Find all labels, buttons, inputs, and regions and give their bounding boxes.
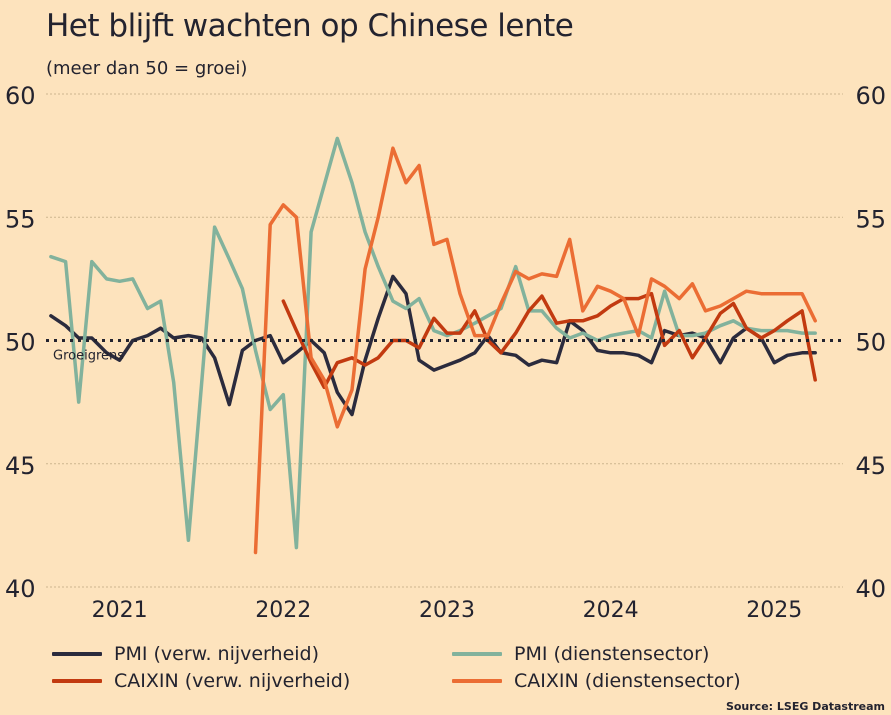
series-line-2 [281,291,817,390]
y-tick-label-left: 45 [5,452,36,480]
chart-title: Het blijft wachten op Chinese lente [46,8,574,44]
y-tick-label-left: 60 [5,82,36,110]
series-line-1 [49,136,817,550]
y-tick-label-right: 55 [855,205,886,233]
y-tick-label-right: 60 [855,82,886,110]
series-lines [49,136,817,555]
threshold-label: Groeigrens [53,349,124,364]
growth-threshold: Groeigrens [46,339,843,364]
x-tick-label: 2023 [419,598,475,623]
source-note: Source: LSEG Datastream [725,700,885,713]
y-tick-label-right: 40 [855,575,886,603]
x-tick-label: 2022 [255,598,311,623]
y-tick-label-left: 50 [5,329,36,357]
y-tick-label-right: 45 [855,452,886,480]
axis-tick-labels: 40 40 45 45 50 50 55 55 60 60 2021 2022 2023 2024 2025 [5,82,886,623]
x-tick-label: 2025 [746,598,802,623]
x-tick-label: 2021 [92,598,148,623]
y-tick-label-left: 55 [5,205,36,233]
y-tick-label-left: 40 [5,575,36,603]
series-line-3 [253,146,817,555]
chart-subtitle: (meer dan 50 = groei) [46,58,248,79]
y-tick-label-right: 50 [855,329,886,357]
gridlines [46,93,843,588]
x-tick-label: 2024 [583,598,639,623]
